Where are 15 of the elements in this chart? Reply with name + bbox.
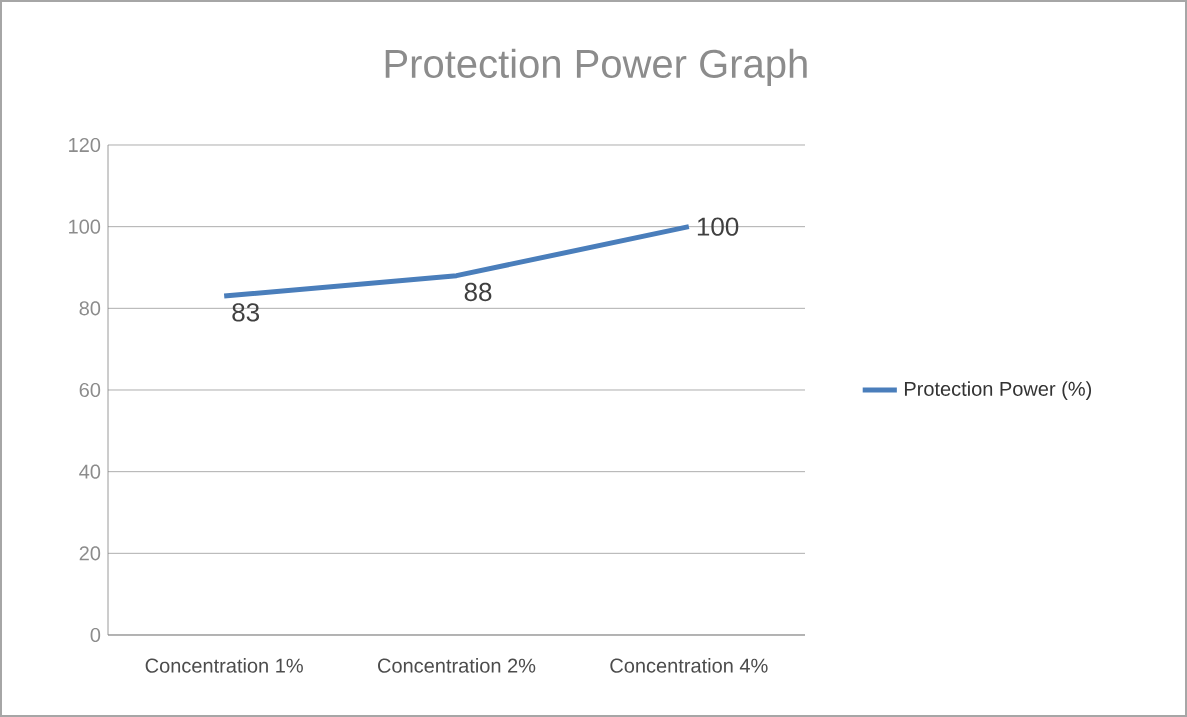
y-tick-label: 120 [69,137,101,153]
y-tick-label: 80 [79,301,101,316]
y-tick-label: 0 [90,627,101,643]
y-tick-label: 40 [79,464,101,479]
legend-label: Protection Power (%) [904,381,1092,400]
data-label: 88 [464,282,492,302]
y-tick-label: 20 [79,546,101,561]
x-tick-label: Concentration 2% [378,658,536,673]
chart-title: Protection Power Graph [385,48,807,86]
y-tick-label: 100 [69,219,101,234]
x-tick-label: Concentration 4% [610,658,768,673]
x-tick-label: Concentration 1% [145,658,303,673]
y-tick-label: 60 [79,382,101,398]
data-label: 83 [232,303,260,322]
data-label: 100 [697,217,739,236]
